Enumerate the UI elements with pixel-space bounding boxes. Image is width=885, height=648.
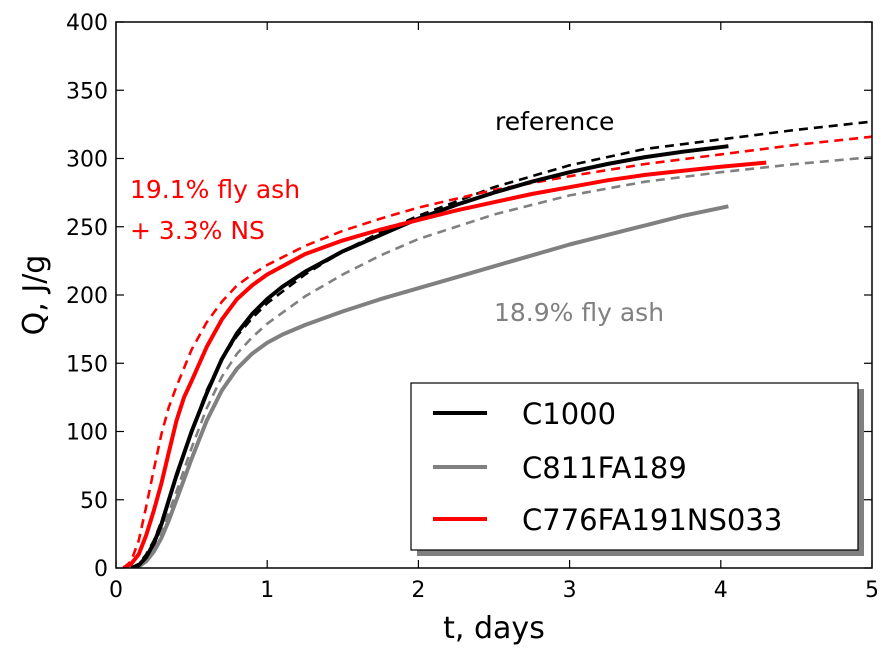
y-tick-label: 100 — [66, 421, 108, 446]
series-line-fit-5-dashed — [122, 135, 872, 568]
x-tick-label: 2 — [411, 578, 425, 603]
series-line-c776fa191ns033 — [122, 160, 767, 568]
y-tick-label: 0 — [94, 557, 108, 582]
annotation-reference: reference — [495, 107, 614, 136]
series-line-c1000 — [130, 144, 729, 568]
y-tick-label: 150 — [66, 352, 108, 377]
x-tick-label: 3 — [563, 578, 577, 603]
y-tick-label: 250 — [66, 216, 108, 241]
y-tick-label: 400 — [66, 11, 108, 36]
legend: C1000 C811FA189 C776FA191NS033 — [410, 382, 864, 556]
x-tick-label: 4 — [714, 578, 728, 603]
x-tick-label: 5 — [865, 578, 879, 603]
y-axis-label: Q, J/g — [17, 255, 52, 336]
x-tick-label: 0 — [109, 578, 123, 603]
y-tick-label: 350 — [66, 79, 108, 104]
y-tick-label: 50 — [80, 489, 108, 514]
x-tick-label: 1 — [260, 578, 274, 603]
series-line-fit-4-dashed — [130, 155, 872, 568]
legend-label-c811fa189: C811FA189 — [522, 451, 687, 485]
annotation-fly-ash-ns-line1: 19.1% fly ash — [130, 175, 300, 204]
annotation-fly-ash: 18.9% fly ash — [494, 298, 664, 327]
annotation-fly-ash-ns-line2: + 3.3% NS — [130, 216, 265, 245]
legend-label-c1000: C1000 — [522, 397, 616, 431]
legend-label-c776fa191ns033: C776FA191NS033 — [522, 503, 782, 537]
series-line-c811fa189 — [130, 204, 729, 568]
curves-layer — [122, 120, 872, 568]
y-tick-label: 300 — [66, 148, 108, 173]
x-axis-label: t, days — [443, 611, 545, 646]
y-tick-label: 200 — [66, 284, 108, 309]
